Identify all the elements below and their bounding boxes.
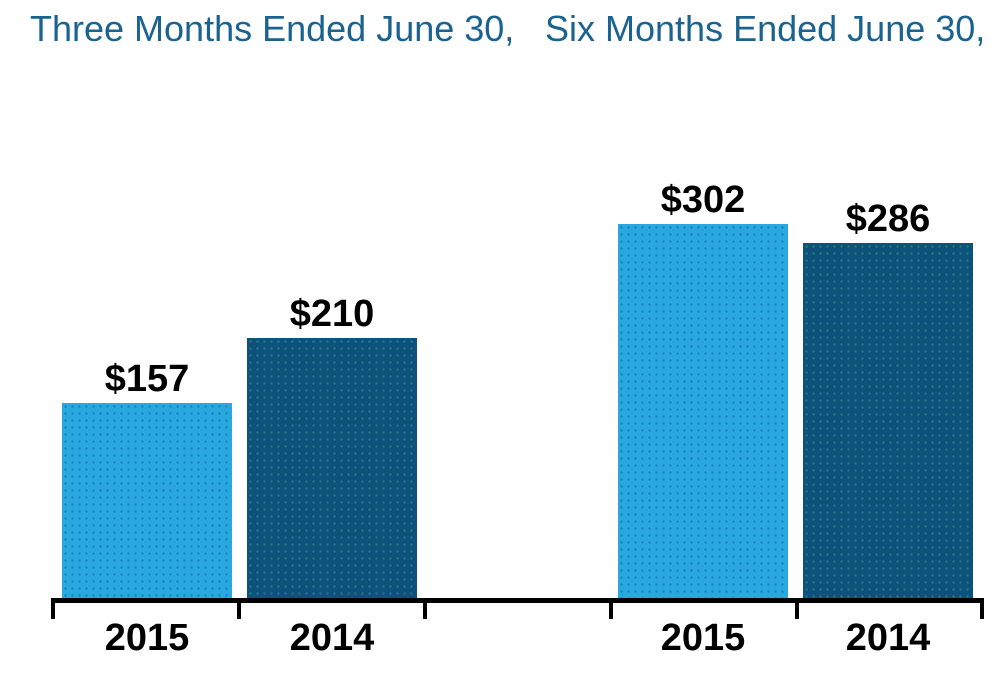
x-axis-label-2015-six-months: 2015 <box>660 617 746 659</box>
bar-2014-six-months <box>803 243 973 598</box>
value-label-2014-six-months: $286 <box>845 198 931 240</box>
value-label-2015-six-months: $302 <box>660 179 746 221</box>
x-axis-tick-5 <box>980 598 984 619</box>
x-axis-tick-0 <box>51 598 55 619</box>
x-axis-tick-1 <box>237 598 241 619</box>
x-axis-label-2014-six-months: 2014 <box>845 617 931 659</box>
bar-2015-three-months <box>62 403 232 598</box>
value-label-2014-three-months: $210 <box>289 293 375 335</box>
value-label-2015-three-months: $157 <box>104 358 190 400</box>
group-title-six-months: Six Months Ended June 30, <box>545 8 986 49</box>
group-title-three-months: Three Months Ended June 30, <box>30 8 515 49</box>
bar-2015-six-months <box>618 224 788 598</box>
bar-2014-three-months <box>247 338 417 598</box>
x-axis-tick-3 <box>609 598 613 619</box>
x-axis-label-2014-three-months: 2014 <box>289 617 375 659</box>
x-axis-label-2015-three-months: 2015 <box>104 617 190 659</box>
x-axis-tick-4 <box>795 598 799 619</box>
x-axis-line <box>51 598 984 603</box>
x-axis-tick-2 <box>423 598 427 619</box>
